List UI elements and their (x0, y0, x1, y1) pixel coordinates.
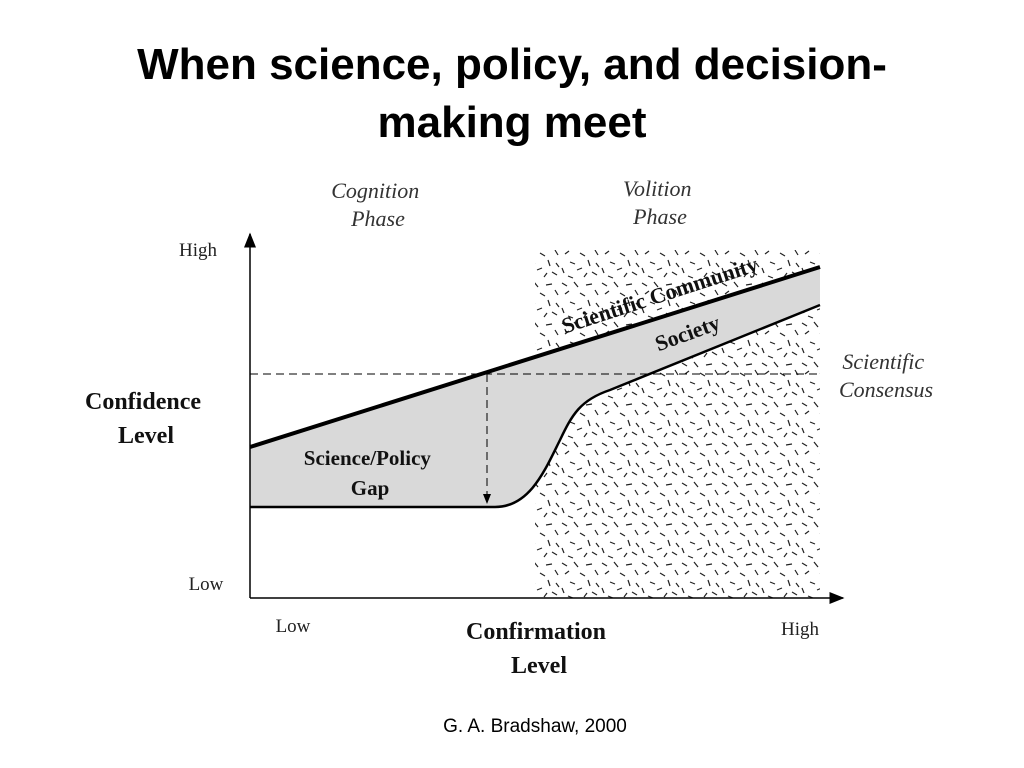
title-line: making meet (377, 98, 647, 147)
y-axis-label: Confidence Level (85, 389, 207, 449)
label-line: Consensus (839, 377, 933, 402)
label-line: Confirmation (466, 619, 606, 645)
label-line: Level (511, 653, 567, 679)
y-low: Low (189, 574, 224, 595)
x-high: High (781, 619, 820, 640)
slide-title: When science, policy, and decision- maki… (0, 36, 1024, 152)
phase-line: Phase (632, 204, 687, 229)
credit: G. A. Bradshaw, 2000 (443, 716, 627, 737)
label-line: Scientific (842, 349, 924, 374)
community-line (249, 265, 821, 449)
title-line: When science, policy, and decision- (137, 40, 887, 89)
gap-area (250, 267, 820, 507)
phase-line: Volition (623, 176, 691, 201)
label-line: Gap (351, 476, 390, 500)
society-line (250, 303, 821, 509)
gap-label: Science/Policy Gap (304, 446, 436, 500)
label-line: Level (118, 423, 174, 449)
phase-line: Phase (350, 206, 405, 231)
x-axis-label: Confirmation Level (466, 619, 612, 679)
x-low: Low (276, 616, 311, 637)
y-high: High (179, 240, 218, 261)
phase-label: Volition Phase (623, 176, 697, 229)
phase-label: Cognition Phase (331, 178, 425, 231)
label-line: Confidence (85, 389, 201, 415)
phase-line: Cognition (331, 178, 419, 203)
label-line: Science/Policy (304, 446, 432, 470)
consensus-label: Scientific Consensus (839, 349, 933, 402)
